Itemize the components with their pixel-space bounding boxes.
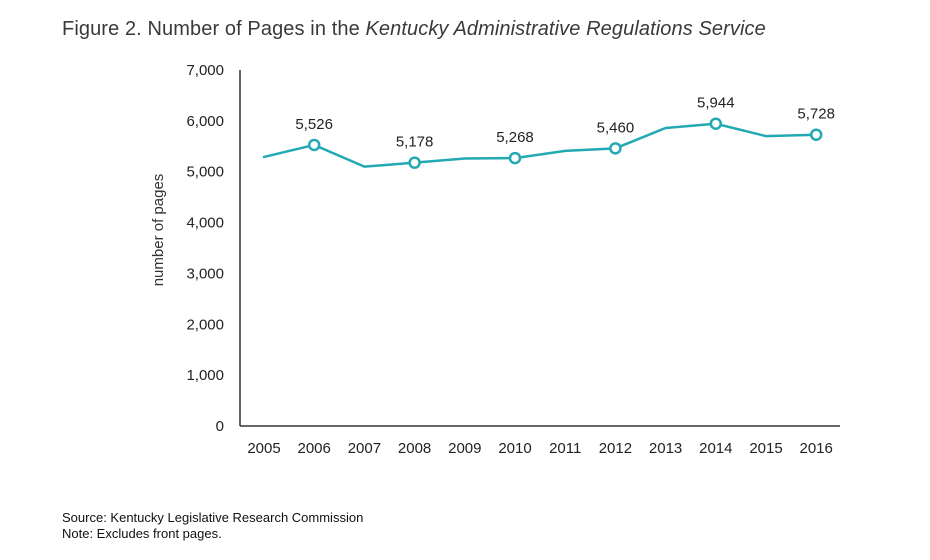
y-tick-label: 5,000 <box>186 164 224 181</box>
data-label: 5,944 <box>697 95 735 112</box>
data-label: 5,268 <box>496 129 534 146</box>
data-point-marker <box>307 138 321 152</box>
x-tick-label: 2012 <box>599 440 632 457</box>
data-label: 5,728 <box>797 106 835 123</box>
y-tick-label: 2,000 <box>186 316 224 333</box>
x-tick-label: 2007 <box>348 440 381 457</box>
series-line <box>262 122 818 168</box>
x-tick-label: 2015 <box>749 440 782 457</box>
data-label: 5,178 <box>396 134 434 151</box>
data-point-marker <box>709 117 723 130</box>
x-tick-label: 2011 <box>549 440 581 457</box>
data-label: 5,526 <box>295 116 333 133</box>
x-tick-label: 2009 <box>448 440 481 457</box>
x-tick-label: 2013 <box>649 440 682 457</box>
x-tick-label: 2016 <box>800 440 833 457</box>
chart-title: Figure 2. Number of Pages in the Kentuck… <box>62 18 766 41</box>
data-point-marker <box>508 151 522 165</box>
y-axis-label: number of pages <box>150 174 167 287</box>
x-tick-label: 2008 <box>398 440 431 457</box>
source-note: Source: Kentucky Legislative Research Co… <box>62 510 364 525</box>
data-label: 5,460 <box>597 119 635 136</box>
y-tick-label: 6,000 <box>186 113 224 130</box>
x-tick-label: 2006 <box>298 440 331 457</box>
x-tick-label: 2010 <box>498 440 531 457</box>
y-tick-label: 0 <box>216 418 224 435</box>
y-tick-label: 7,000 <box>186 62 224 79</box>
data-point-marker <box>609 142 622 155</box>
data-point-marker <box>408 156 421 169</box>
y-tick-label: 4,000 <box>186 215 224 232</box>
x-tick-label: 2005 <box>247 440 280 457</box>
exclusion-note: Note: Excludes front pages. <box>62 526 222 541</box>
chart-title-italic: Kentucky Administrative Regulations Serv… <box>365 18 766 40</box>
chart-title-prefix: Figure 2. Number of Pages in the <box>62 18 366 40</box>
y-tick-label: 3,000 <box>186 265 224 282</box>
footnotes: Source: Kentucky Legislative Research Co… <box>62 510 363 542</box>
line-chart: number of pages 0 1,000 2,000 3,000 4,000 5,0… <box>150 62 840 457</box>
y-tick-label: 1,000 <box>186 367 224 384</box>
x-tick-label: 2014 <box>699 440 732 457</box>
data-point-marker <box>809 128 823 141</box>
